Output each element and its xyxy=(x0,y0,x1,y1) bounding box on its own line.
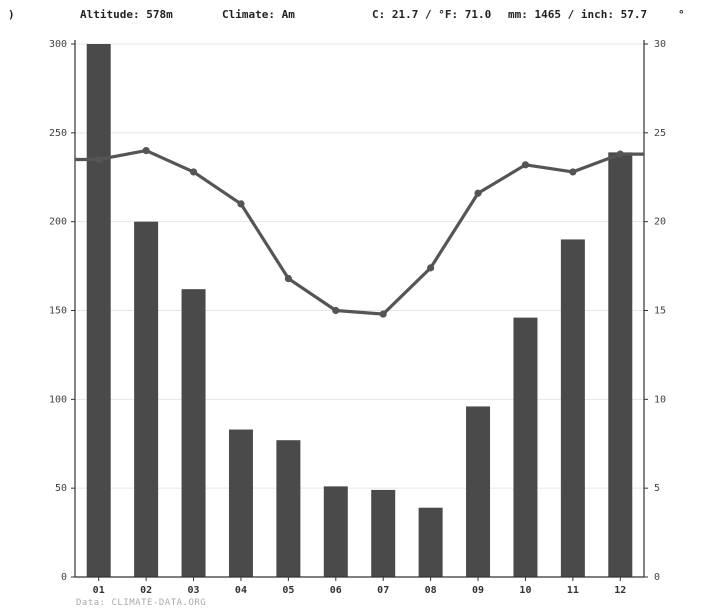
right-tick-label: 5 xyxy=(654,483,660,494)
month-label: 06 xyxy=(330,585,342,596)
month-label: 02 xyxy=(140,585,152,596)
precipitation-bar xyxy=(181,289,206,577)
right-tick-label: 30 xyxy=(654,39,666,50)
month-label: 08 xyxy=(425,585,437,596)
right-tick-label: 0 xyxy=(654,572,660,583)
altitude-label: Altitude: 578m xyxy=(80,8,173,21)
temperature-point xyxy=(95,155,103,164)
precipitation-bar xyxy=(134,221,159,577)
month-label: 03 xyxy=(188,585,200,596)
temperature-point xyxy=(332,306,340,315)
data-source-footer: Data: CLIMATE-DATA.ORG xyxy=(76,598,207,608)
temperature-point xyxy=(189,168,198,176)
precipitation-summary: mm: 1465 / inch: 57.7 xyxy=(508,8,648,21)
right-tick-label: 25 xyxy=(654,128,666,139)
month-label: 01 xyxy=(93,585,105,596)
temperature-line xyxy=(75,147,644,318)
precipitation-bars xyxy=(86,44,633,578)
temperature-summary: C: 21.7 / °F: 71.0 xyxy=(372,8,492,21)
climate-label: Climate: Am xyxy=(222,8,295,21)
precipitation-bar xyxy=(323,486,348,577)
right-tick-label: 15 xyxy=(654,306,666,317)
left-tick-label: 50 xyxy=(55,483,67,494)
precipitation-bar xyxy=(466,406,491,577)
month-label: 12 xyxy=(614,585,626,596)
temperature-point xyxy=(521,161,530,169)
left-tick-label: 150 xyxy=(49,306,67,317)
temperature-point xyxy=(616,150,624,158)
right-tick-label: 10 xyxy=(654,394,666,405)
left-tick-label: 300 xyxy=(49,39,67,50)
grid-lines xyxy=(75,43,644,578)
precipitation-bar xyxy=(608,152,633,578)
right-tick-label: 20 xyxy=(654,217,666,228)
header-right-mark: ° xyxy=(678,8,685,21)
temperature-point xyxy=(142,147,150,155)
month-label: 07 xyxy=(377,585,389,596)
chart-header: ) Altitude: 578m Climate: Am C: 21.7 / °… xyxy=(0,8,704,28)
left-tick-label: 0 xyxy=(61,572,67,583)
precipitation-bar xyxy=(560,239,585,577)
temperature-point xyxy=(284,274,292,283)
month-label: 04 xyxy=(235,585,247,596)
month-label: 11 xyxy=(567,585,579,596)
temperature-path xyxy=(75,149,644,316)
temperature-point xyxy=(569,168,577,176)
precipitation-bar xyxy=(276,440,301,577)
precipitation-bar xyxy=(418,507,443,577)
precipitation-bar xyxy=(371,489,396,577)
temperature-point xyxy=(237,200,245,208)
left-tick-label: 100 xyxy=(49,394,67,405)
left-tick-label: 200 xyxy=(49,217,67,228)
chart-axes xyxy=(71,40,648,581)
precipitation-bar xyxy=(228,429,253,577)
header-left-mark: ) xyxy=(8,8,15,21)
temperature-point xyxy=(474,189,482,197)
month-label: 05 xyxy=(282,585,294,596)
precipitation-bar xyxy=(513,317,538,577)
temperature-point xyxy=(379,310,387,318)
temperature-point xyxy=(427,264,435,272)
month-label: 10 xyxy=(519,585,531,596)
month-label: 09 xyxy=(472,585,484,596)
precipitation-bar xyxy=(86,44,111,577)
left-tick-label: 250 xyxy=(49,128,67,139)
